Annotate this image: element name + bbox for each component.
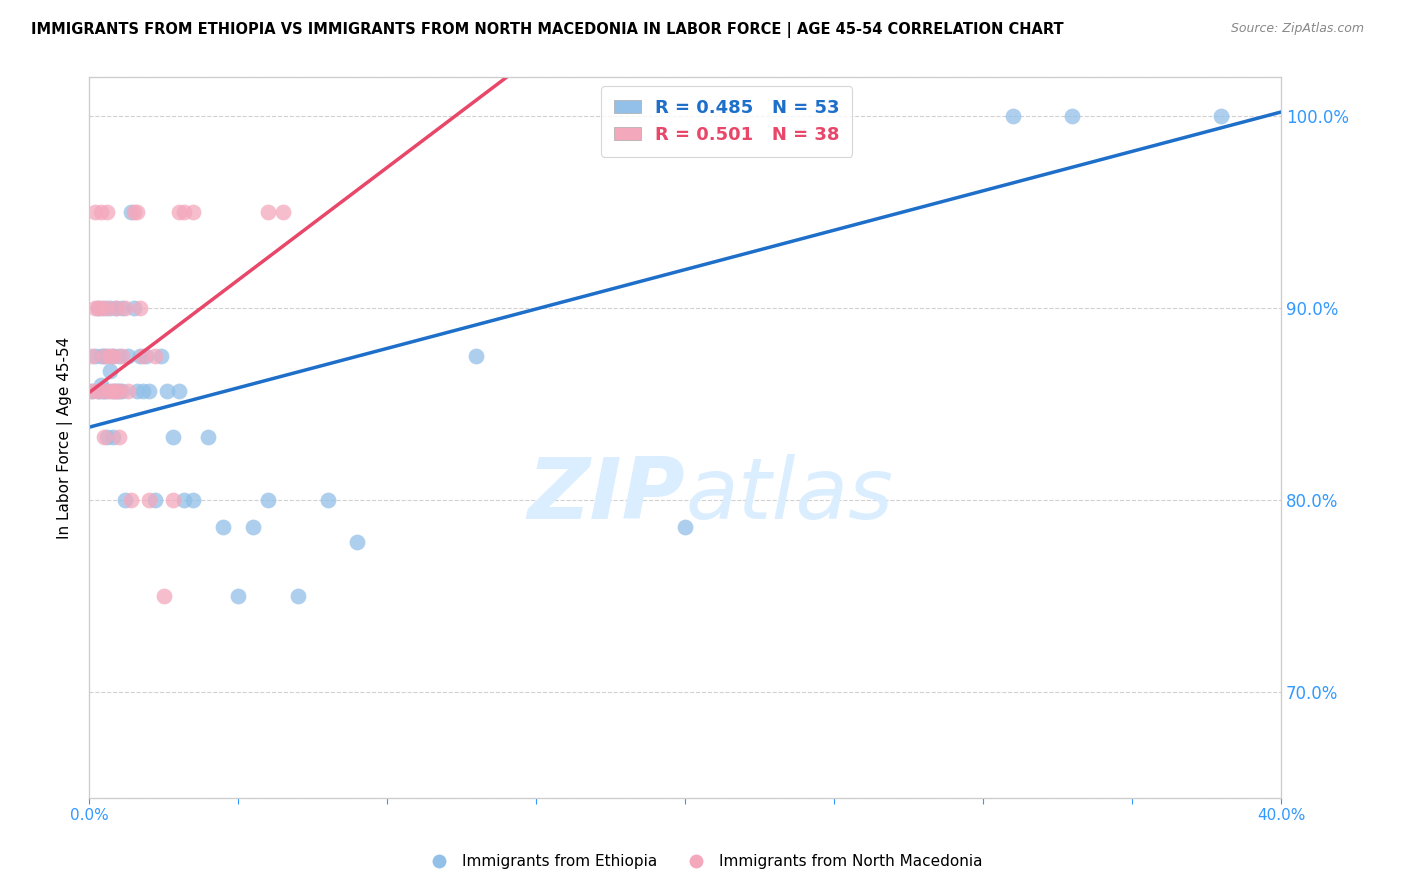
Text: ZIP: ZIP [527,454,685,537]
Text: atlas: atlas [685,454,893,537]
Point [257,205,280,219]
Point [143,349,166,363]
Point [128,349,150,363]
Point [98,384,121,398]
Point [90,301,112,315]
Point [84,205,107,219]
Point [82,349,104,363]
Point [271,205,294,219]
Point [84,301,107,315]
Point [143,493,166,508]
Point [117,349,139,363]
Point [90,378,112,392]
Point [96,430,118,444]
Point [101,384,124,398]
Point [287,589,309,603]
Point [346,535,368,549]
Point [87,384,110,398]
Point [101,349,124,363]
Point [257,493,280,508]
Point [111,349,134,363]
Point [120,493,142,508]
Point [122,205,145,219]
Point [111,301,134,315]
Point [132,349,155,363]
Point [167,384,190,398]
Point [108,349,131,363]
Legend: Immigrants from Ethiopia, Immigrants from North Macedonia: Immigrants from Ethiopia, Immigrants fro… [418,848,988,875]
Point [212,520,235,534]
Point [98,364,121,378]
Point [84,349,107,363]
Point [152,589,174,603]
Point [173,205,195,219]
Point [98,301,121,315]
Point [125,205,148,219]
Legend: R = 0.485   N = 53, R = 0.501   N = 38: R = 0.485 N = 53, R = 0.501 N = 38 [602,87,852,157]
Y-axis label: In Labor Force | Age 45-54: In Labor Force | Age 45-54 [58,336,73,539]
Point [138,384,160,398]
Point [242,520,264,534]
Point [1062,109,1084,123]
Point [82,384,104,398]
Point [1001,109,1024,123]
Point [98,349,121,363]
Point [96,301,118,315]
Point [114,493,136,508]
Point [87,384,110,398]
Point [101,430,124,444]
Point [465,349,488,363]
Point [132,384,155,398]
Point [117,384,139,398]
Point [93,384,115,398]
Point [108,430,131,444]
Point [149,349,172,363]
Point [87,301,110,315]
Point [1211,109,1233,123]
Point [93,430,115,444]
Point [167,205,190,219]
Point [120,205,142,219]
Point [93,349,115,363]
Point [114,301,136,315]
Point [108,384,131,398]
Point [93,384,115,398]
Point [183,205,205,219]
Point [226,589,249,603]
Point [101,384,124,398]
Point [104,301,127,315]
Point [108,384,131,398]
Point [101,349,124,363]
Point [104,301,127,315]
Point [122,301,145,315]
Point [138,493,160,508]
Point [125,384,148,398]
Point [104,384,127,398]
Point [90,205,112,219]
Point [90,384,112,398]
Point [87,301,110,315]
Point [316,493,339,508]
Text: IMMIGRANTS FROM ETHIOPIA VS IMMIGRANTS FROM NORTH MACEDONIA IN LABOR FORCE | AGE: IMMIGRANTS FROM ETHIOPIA VS IMMIGRANTS F… [31,22,1063,38]
Point [93,349,115,363]
Point [162,493,184,508]
Point [673,520,696,534]
Point [96,384,118,398]
Point [135,349,157,363]
Point [82,384,104,398]
Point [104,384,127,398]
Point [173,493,195,508]
Text: Source: ZipAtlas.com: Source: ZipAtlas.com [1230,22,1364,36]
Point [96,349,118,363]
Point [111,384,134,398]
Point [197,430,219,444]
Point [162,430,184,444]
Point [90,349,112,363]
Point [128,301,150,315]
Point [96,205,118,219]
Point [183,493,205,508]
Point [156,384,179,398]
Point [93,301,115,315]
